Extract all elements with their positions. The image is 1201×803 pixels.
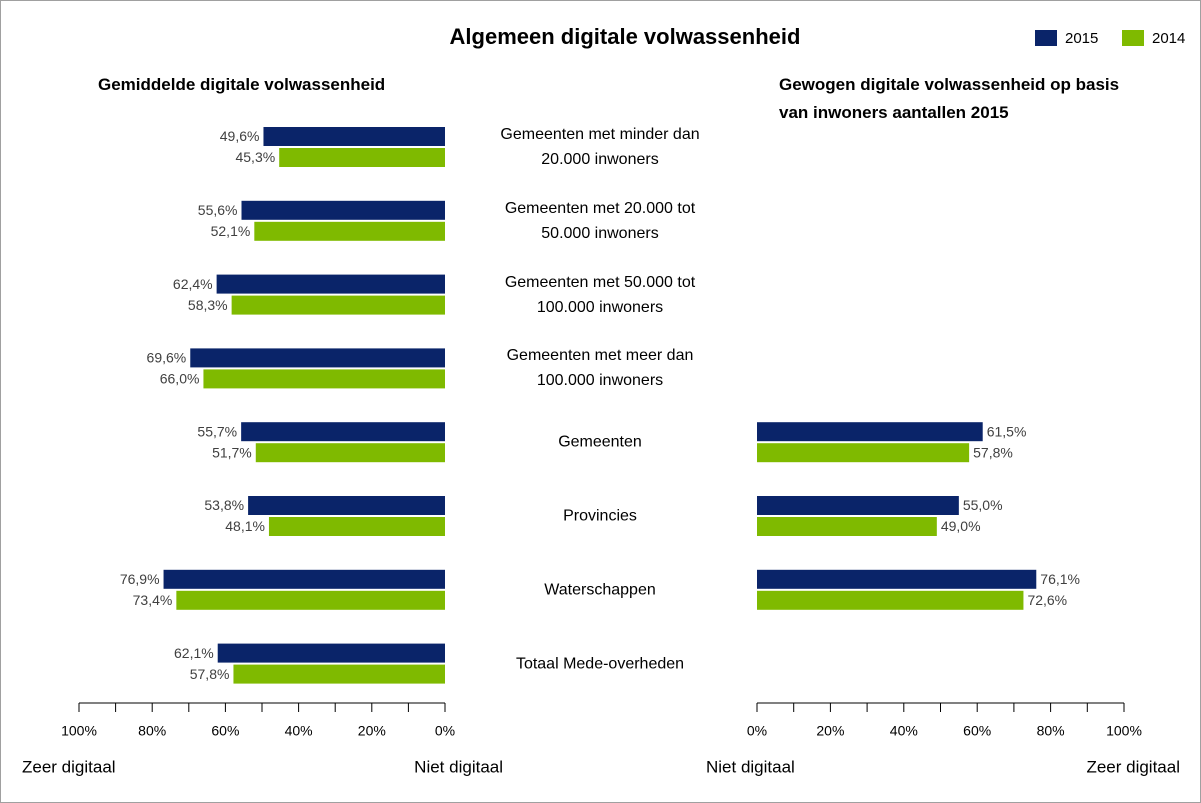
bar	[231, 295, 445, 315]
x-tick-label: 60%	[963, 723, 991, 739]
bar	[255, 443, 445, 463]
value-label: 72,6%	[1027, 592, 1067, 608]
value-label: 62,4%	[173, 276, 213, 292]
bar	[176, 590, 445, 610]
bar	[241, 200, 445, 220]
axis-end-label: Zeer digitaal	[1086, 757, 1180, 776]
x-tick-label: 80%	[1037, 723, 1065, 739]
bar	[254, 221, 445, 241]
bar	[263, 127, 445, 146]
chart-title: Algemeen digitale volwassenheid	[450, 24, 801, 49]
value-label: 61,5%	[987, 423, 1027, 439]
value-label: 73,4%	[133, 592, 173, 608]
category-label: Totaal Mede-overheden	[515, 655, 685, 673]
bar	[757, 590, 1024, 610]
bar	[241, 422, 445, 442]
category-label: Waterschappen	[544, 581, 656, 599]
value-label: 48,1%	[225, 518, 265, 534]
legend-swatch	[1035, 30, 1057, 46]
category-label: Gemeenten	[558, 433, 642, 451]
category-label: Gemeenten met 50.000 tot 100.000 inwoner…	[504, 273, 696, 316]
value-label: 69,6%	[147, 350, 187, 366]
panel-title: Gemiddelde digitale volwassenheid	[98, 75, 386, 94]
category-label: Gemeenten met 20.000 tot 50.000 inwoners	[504, 199, 696, 242]
bar	[248, 496, 445, 515]
bar	[279, 148, 445, 167]
value-label: 55,6%	[198, 202, 238, 218]
bar	[757, 496, 959, 515]
x-tick-label: 0%	[435, 723, 455, 739]
legend-label: 2015	[1065, 30, 1098, 47]
bar	[216, 274, 445, 294]
category-label: Gemeenten met meer dan 100.000 inwoners	[506, 347, 694, 390]
value-label: 58,3%	[188, 297, 228, 313]
bar	[757, 569, 1037, 589]
value-label: 57,8%	[973, 444, 1013, 460]
value-label: 49,0%	[941, 518, 981, 534]
value-label: 49,6%	[220, 128, 260, 144]
x-tick-label: 40%	[890, 723, 918, 739]
value-label: 62,1%	[174, 645, 214, 661]
bar	[757, 517, 937, 536]
bar	[268, 517, 445, 536]
panel-title: Gewogen digitale volwassenheid op basis …	[779, 75, 1120, 122]
bar	[217, 643, 445, 663]
x-tick-label: 20%	[358, 723, 386, 739]
x-tick-label: 100%	[61, 723, 97, 739]
legend-label: 2014	[1152, 30, 1185, 47]
x-tick-label: 80%	[138, 723, 166, 739]
value-label: 51,7%	[212, 444, 252, 460]
value-label: 57,8%	[190, 666, 230, 682]
bar	[163, 569, 445, 589]
bar	[757, 443, 970, 463]
x-tick-label: 60%	[211, 723, 239, 739]
axis-end-label: Zeer digitaal	[22, 757, 116, 776]
value-label: 45,3%	[235, 149, 275, 165]
x-tick-label: 20%	[816, 723, 844, 739]
value-label: 76,1%	[1040, 571, 1080, 587]
axis-end-label: Niet digitaal	[706, 757, 795, 776]
x-tick-label: 100%	[1106, 723, 1142, 739]
value-label: 66,0%	[160, 371, 200, 387]
x-tick-label: 40%	[285, 723, 313, 739]
bar	[233, 664, 445, 684]
value-label: 76,9%	[120, 571, 160, 587]
value-label: 55,0%	[963, 497, 1003, 513]
value-label: 52,1%	[211, 223, 251, 239]
bar	[757, 422, 983, 442]
bar	[190, 348, 445, 368]
axis-end-label: Niet digitaal	[414, 757, 503, 776]
x-tick-label: 0%	[747, 723, 767, 739]
legend-swatch	[1122, 30, 1144, 46]
value-label: 53,8%	[204, 497, 244, 513]
category-label: Provincies	[563, 507, 637, 525]
value-label: 55,7%	[197, 423, 237, 439]
bar	[203, 369, 445, 389]
category-label: Gemeenten met minder dan 20.000 inwoners	[500, 126, 700, 168]
